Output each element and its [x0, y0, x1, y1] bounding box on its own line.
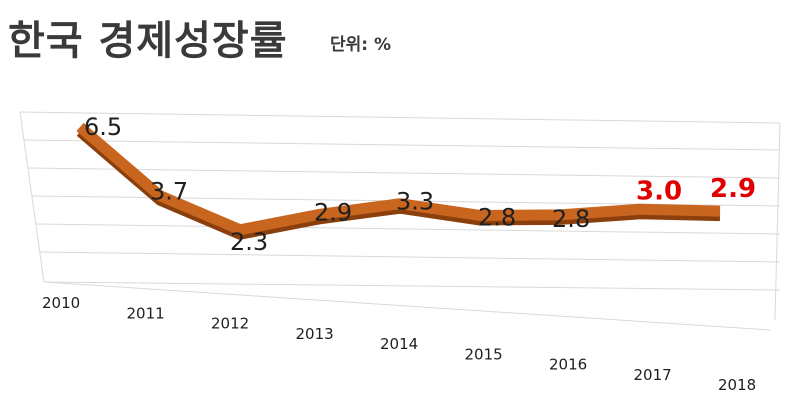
floor-edge-0 [19, 111, 45, 283]
data-label-2011: 3.7 [150, 178, 188, 206]
gridline-2 [27, 167, 781, 179]
data-label-2016: 2.8 [552, 205, 590, 233]
gridline-0 [19, 111, 781, 124]
data-label-2017: 3.0 [636, 176, 682, 206]
data-label-2013: 2.9 [314, 198, 352, 226]
gridlines [19, 111, 781, 331]
x-tick-2016: 2016 [549, 356, 587, 374]
series-line-ribbon [76, 122, 721, 236]
x-tick-2010: 2010 [42, 294, 80, 312]
gridline-5 [39, 251, 781, 263]
x-tick-2018: 2018 [718, 376, 756, 394]
gridline-1 [23, 139, 781, 151]
x-tick-2014: 2014 [380, 335, 418, 353]
data-label-2014: 3.3 [396, 188, 434, 216]
data-labels: 6.5 3.7 2.3 2.9 3.3 2.8 2.8 3.0 2.9 [84, 113, 756, 256]
data-label-2012: 2.3 [230, 228, 268, 256]
chart-title: 한국 경제성장률 [8, 18, 288, 64]
gridline-4 [35, 223, 781, 235]
data-label-2018: 2.9 [710, 174, 756, 204]
x-tick-labels: 2010 2011 2012 2013 2014 2015 2016 2017 2018 [42, 294, 756, 394]
gridline-6 [43, 281, 781, 291]
unit-label: 단위: % [330, 35, 392, 55]
floor-edge-2 [43, 281, 771, 331]
x-tick-2017: 2017 [634, 366, 672, 384]
series-line [76, 122, 721, 240]
floor-edge-1 [774, 122, 781, 321]
x-tick-2011: 2011 [127, 304, 165, 322]
x-tick-2012: 2012 [211, 315, 249, 333]
x-tick-2013: 2013 [296, 325, 334, 343]
data-label-2010: 6.5 [84, 113, 122, 141]
x-tick-2015: 2015 [465, 345, 503, 363]
data-label-2015: 2.8 [478, 203, 516, 231]
